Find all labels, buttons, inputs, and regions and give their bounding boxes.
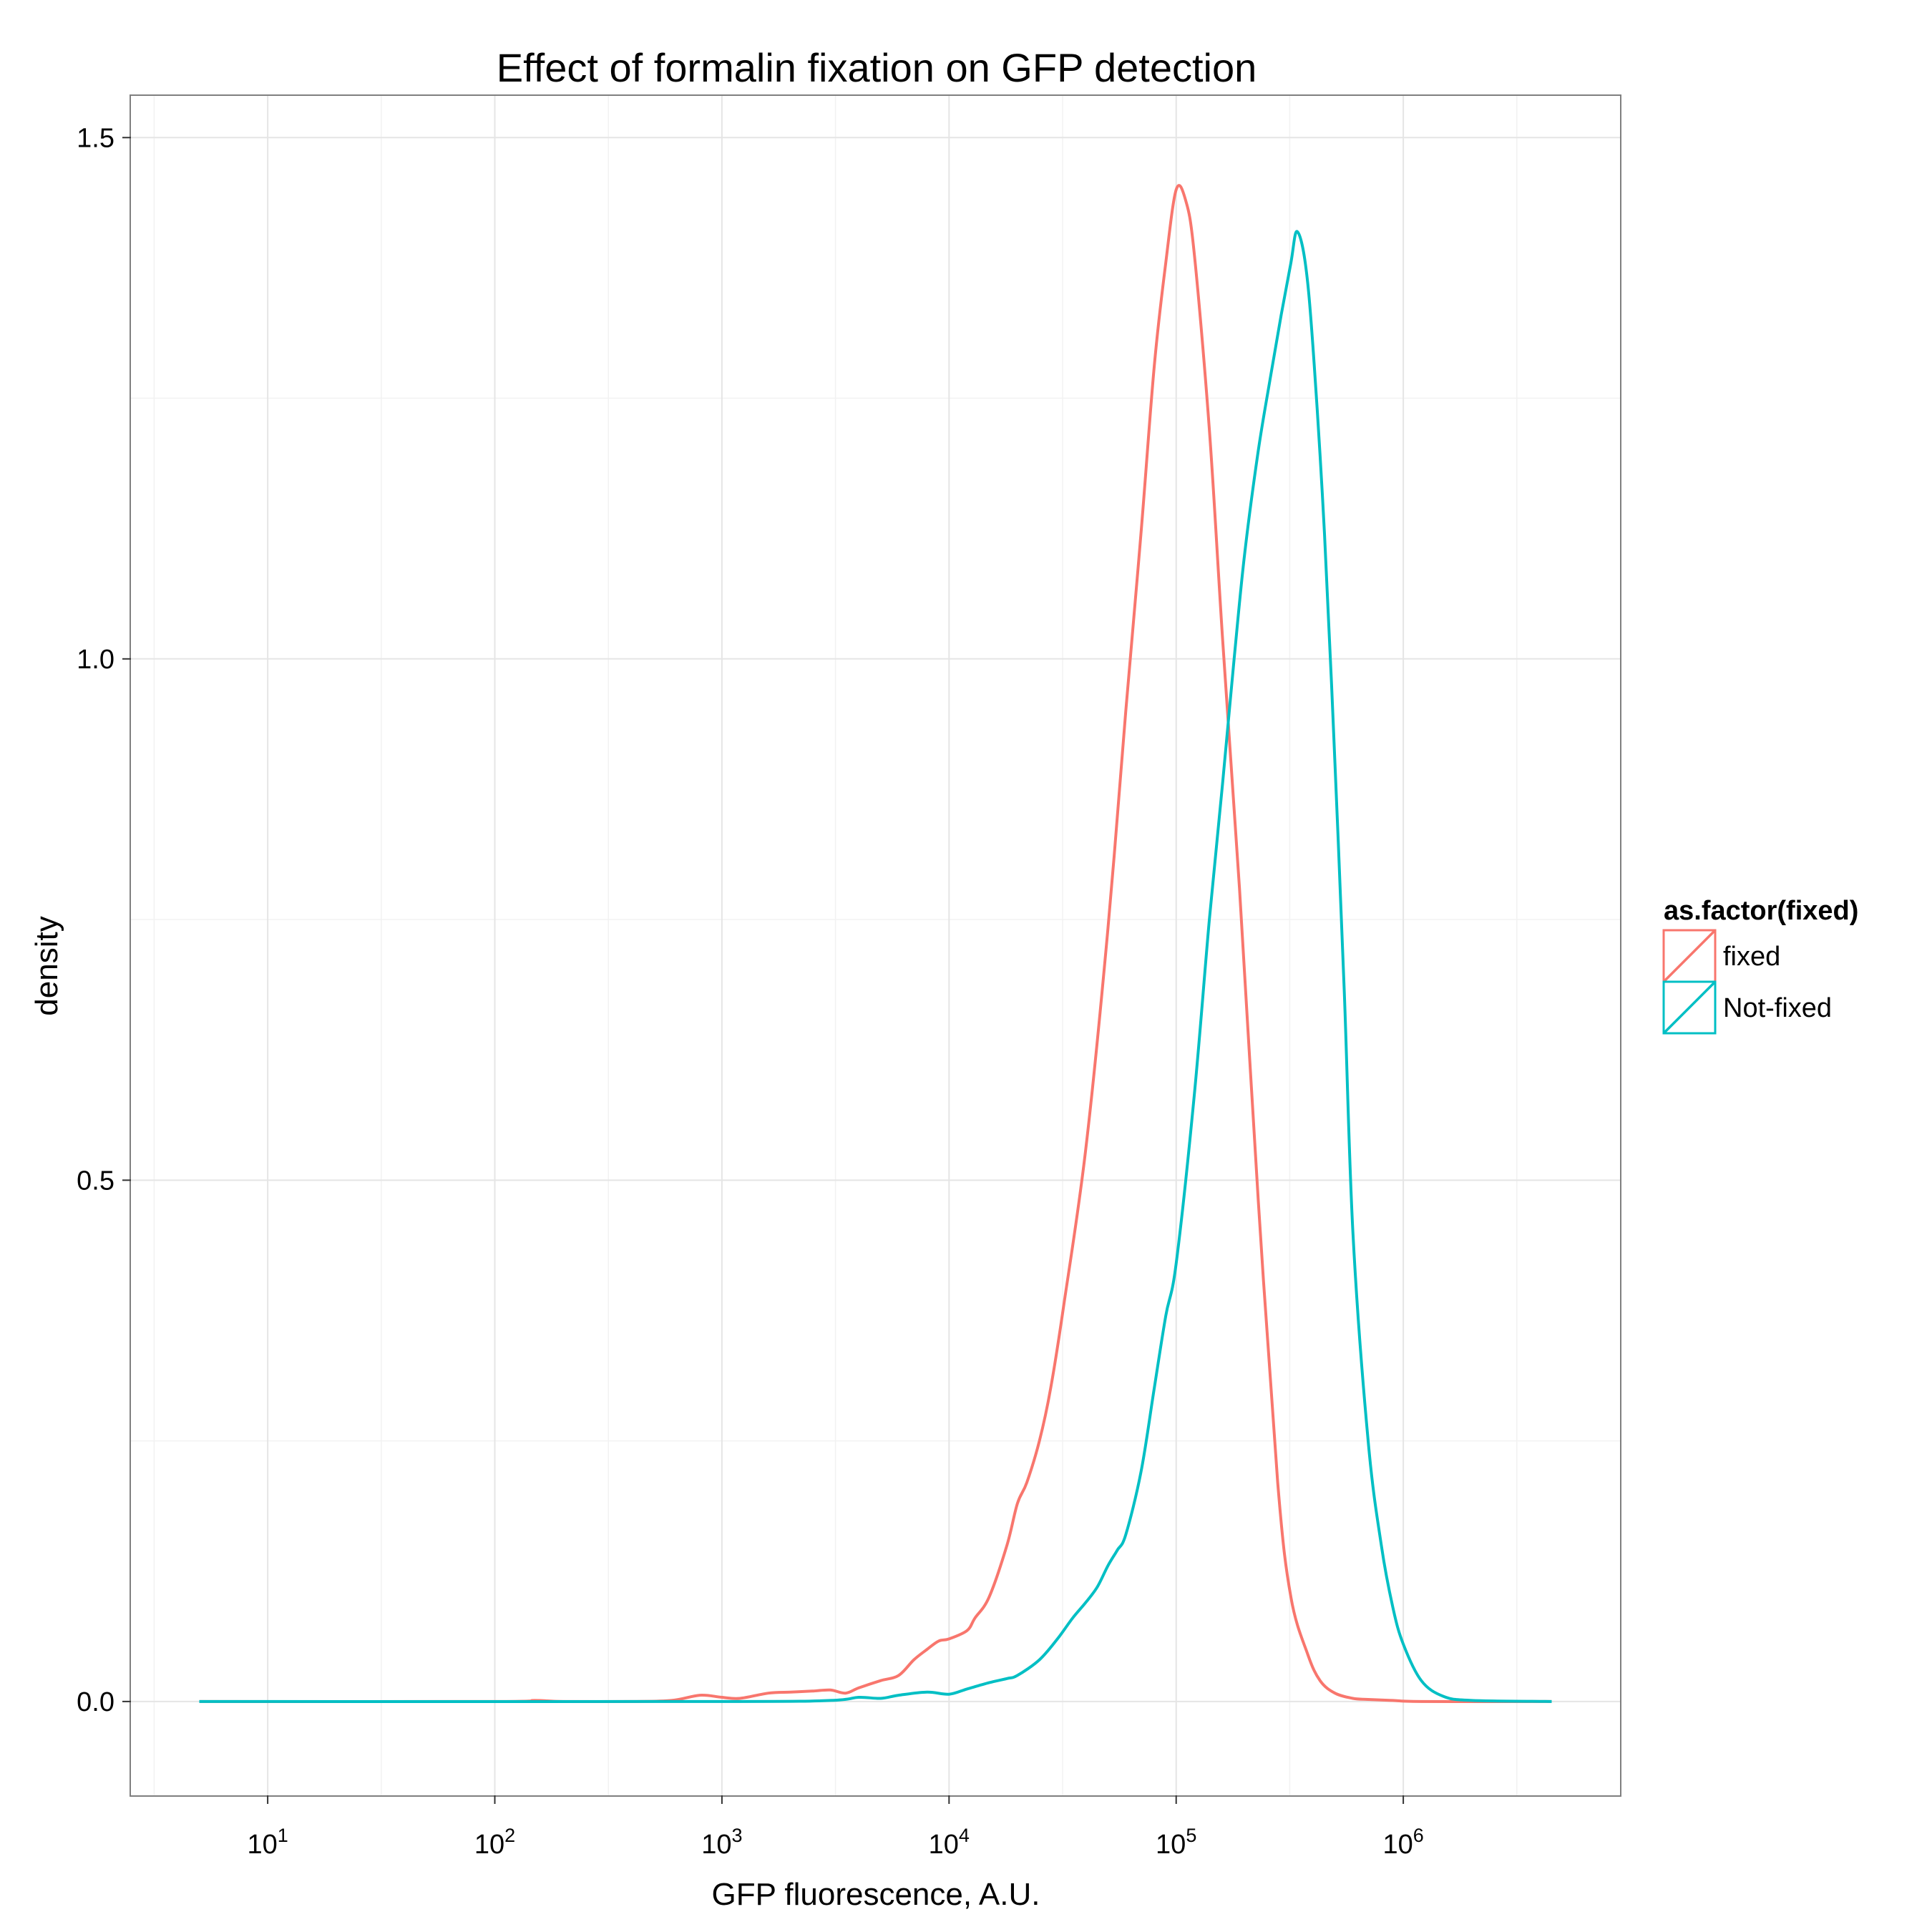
x-axis-title: GFP fluorescence, A.U. bbox=[712, 1877, 1040, 1912]
y-tick-label: 0.5 bbox=[77, 1166, 114, 1196]
legend-label: Not-fixed bbox=[1723, 993, 1832, 1023]
x-tick-label-exponent: 6 bbox=[1413, 1825, 1424, 1846]
x-tick-label-exponent: 4 bbox=[959, 1825, 970, 1846]
x-tick-label: 101 bbox=[247, 1825, 288, 1860]
x-tick-label-exponent: 3 bbox=[732, 1825, 743, 1846]
series-layer bbox=[199, 184, 1552, 1704]
legend-label: fixed bbox=[1723, 942, 1780, 972]
plot-panel bbox=[130, 94, 1621, 1797]
series-line-fixed bbox=[199, 184, 1552, 1704]
x-tick-label: 104 bbox=[929, 1825, 970, 1860]
legend-key-line bbox=[1662, 980, 1717, 1035]
x-tick-label-base: 10 bbox=[474, 1830, 504, 1860]
x-tick-label-exponent: 2 bbox=[504, 1825, 515, 1846]
x-tick-label-exponent: 5 bbox=[1186, 1825, 1196, 1846]
x-tick-label-base: 10 bbox=[1156, 1830, 1186, 1860]
legend-title: as.factor(fixed) bbox=[1664, 896, 1858, 926]
legend-key-not-fixed bbox=[1662, 980, 1717, 1035]
x-tick-label-base: 10 bbox=[247, 1830, 277, 1860]
legend-items: fixed Not-fixed bbox=[1662, 929, 1832, 1035]
x-tick-label-base: 10 bbox=[1382, 1830, 1413, 1860]
grid-layer bbox=[131, 96, 1620, 1795]
chart-title: Effect of formalin fixation on GFP detec… bbox=[497, 45, 1257, 90]
x-tick-label: 106 bbox=[1382, 1825, 1423, 1860]
legend-key-line bbox=[1662, 929, 1717, 983]
y-tick-label: 0.0 bbox=[77, 1687, 114, 1717]
x-tick-label: 102 bbox=[474, 1825, 515, 1860]
x-tick-label-base: 10 bbox=[701, 1830, 731, 1860]
x-tick-label-exponent: 1 bbox=[278, 1825, 288, 1846]
y-tick-label: 1.0 bbox=[77, 645, 114, 675]
legend: as.factor(fixed) fixed Not-fixed bbox=[1662, 896, 1858, 1035]
series-line-not-fixed bbox=[199, 230, 1552, 1703]
x-tick-label: 103 bbox=[701, 1825, 742, 1860]
y-axis-title: density bbox=[29, 916, 64, 1015]
x-tick-label-base: 10 bbox=[929, 1830, 959, 1860]
x-tick-label: 105 bbox=[1156, 1825, 1196, 1860]
y-tick-label: 1.5 bbox=[77, 123, 114, 153]
legend-key-fixed bbox=[1662, 929, 1717, 983]
